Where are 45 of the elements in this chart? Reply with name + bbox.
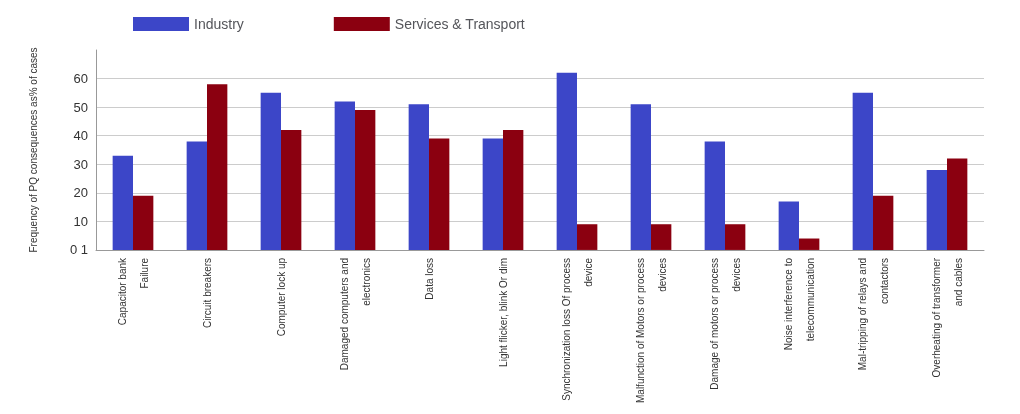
x-tick-label: Light flicker, blink Or dim <box>497 257 509 367</box>
bar <box>651 224 672 250</box>
y-tick-label: 10 <box>73 213 88 229</box>
bar <box>778 201 799 250</box>
y-tick-label: 20 <box>73 185 88 201</box>
x-tick-label: Synchronization loss Of process device <box>560 257 594 401</box>
bar <box>852 92 873 250</box>
bar <box>281 129 302 250</box>
y-tick-label: 0 1 <box>69 242 88 258</box>
bar <box>133 195 154 250</box>
y-tick-label: 30 <box>73 156 88 172</box>
bar <box>429 138 450 250</box>
y-tick-label: 50 <box>73 99 88 115</box>
bar <box>112 155 133 250</box>
bar <box>947 158 968 250</box>
legend-label: Industry <box>194 16 244 32</box>
bar <box>334 101 355 250</box>
x-tick-label: Malfunction of Motors or process devices <box>634 257 668 403</box>
x-tick-label: Damaged computers and electronics <box>338 257 372 371</box>
bar <box>704 141 725 250</box>
y-tick-label: 40 <box>73 128 88 144</box>
bar <box>186 141 207 250</box>
x-tick-label: Computer lock up <box>275 257 287 337</box>
y-axis-title: Frequency of PQ consequences as% of cases <box>27 47 39 253</box>
x-tick-label: Damage of motors or process devices <box>708 257 742 390</box>
y-tick-label: 60 <box>73 71 88 87</box>
bar <box>260 92 281 250</box>
bar <box>355 109 376 250</box>
bar <box>503 129 524 250</box>
bar <box>630 104 651 250</box>
bar <box>408 104 429 250</box>
bar <box>577 224 598 250</box>
bar <box>725 224 746 250</box>
x-tick-label: Mal-tripping of relays and contactors <box>856 257 890 371</box>
bar <box>799 238 820 250</box>
x-tick-label: Overheating of transformer and cables <box>930 257 964 378</box>
bar <box>207 84 228 250</box>
bar <box>873 195 894 250</box>
x-tick-label: Circuit breakers <box>201 257 213 328</box>
x-tick-label: Capacitor bank Failure <box>116 256 150 326</box>
x-tick-label: Data loss <box>423 257 435 300</box>
bar <box>482 138 503 250</box>
bar <box>556 72 577 250</box>
legend-label: Services & Transport <box>394 16 525 32</box>
bar <box>926 169 947 250</box>
